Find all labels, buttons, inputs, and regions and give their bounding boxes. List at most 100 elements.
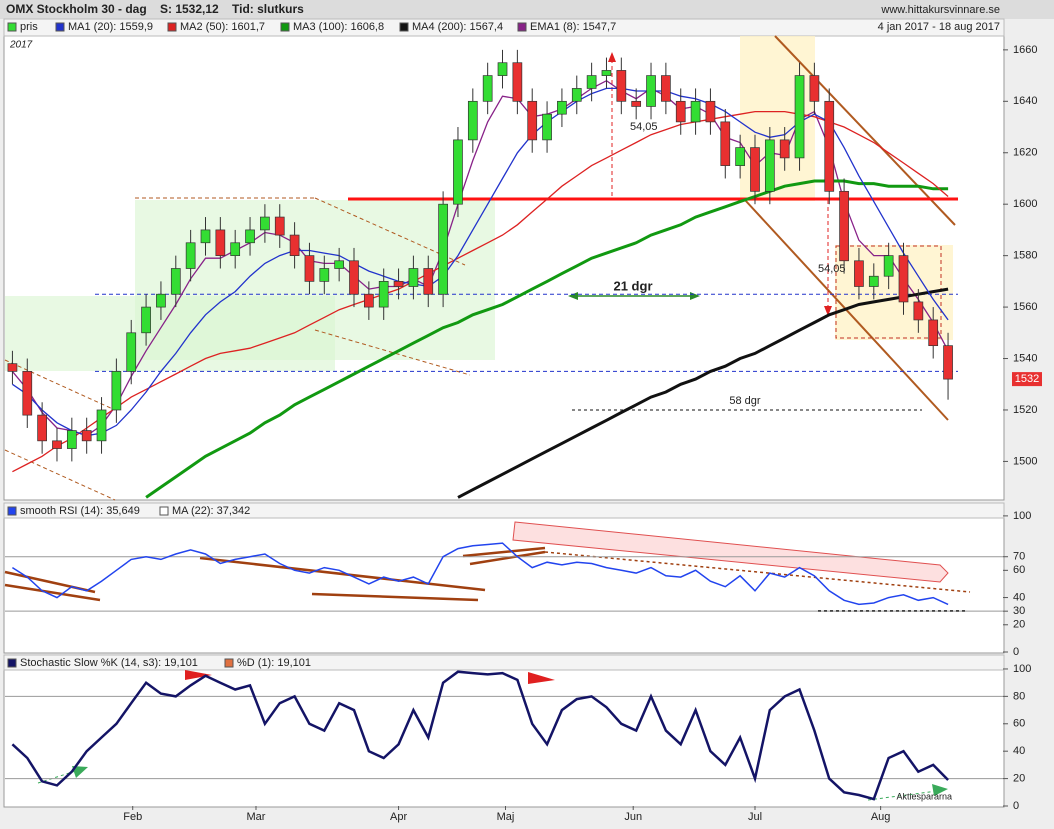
y-tick-label: 60 — [1013, 564, 1025, 576]
title: OMX Stockholm 30 - dag — [6, 2, 147, 16]
y-tick-label: 1520 — [1013, 404, 1037, 416]
candle-body — [423, 268, 434, 295]
annotation: 58 dgr — [729, 395, 761, 407]
legend-label: MA4 (200): 1567,4 — [412, 21, 503, 33]
indicator-line — [11, 670, 949, 801]
y-tick-label: 100 — [1013, 510, 1031, 522]
candle-body — [22, 371, 33, 416]
candle-body — [96, 409, 107, 442]
candle-body — [200, 229, 211, 244]
candle-body — [497, 62, 508, 76]
legend-bar — [3, 502, 1005, 519]
candle-body — [141, 306, 151, 334]
trend-line — [4, 449, 116, 501]
candle-body — [467, 100, 478, 141]
legend-swatch — [517, 22, 527, 32]
year-label: 2017 — [9, 40, 33, 51]
ma-line — [11, 79, 949, 437]
trend-line — [544, 551, 971, 593]
legend-swatch — [7, 22, 17, 32]
candle-body — [319, 268, 330, 282]
indicator-line — [11, 542, 949, 606]
candle-body — [705, 100, 716, 123]
y-tick-label: 60 — [1013, 718, 1025, 730]
y-tick-label: 40 — [1013, 745, 1025, 757]
candle-body — [913, 301, 924, 321]
candle-body — [230, 242, 241, 256]
candle-body — [364, 293, 374, 308]
candle-body — [616, 70, 627, 102]
candle-body — [215, 229, 226, 256]
x-tick-label: Mar — [247, 811, 266, 823]
candle-body — [839, 190, 849, 262]
candle-body — [66, 430, 77, 449]
candle-body — [349, 260, 359, 295]
candle-body — [928, 319, 939, 347]
candle-body — [735, 147, 745, 166]
y-tick-label: 20 — [1013, 772, 1025, 784]
arrow — [37, 767, 86, 784]
legend-swatch — [7, 506, 17, 516]
legend-label: MA2 (50): 1601,7 — [180, 21, 265, 33]
candle-body — [334, 260, 345, 269]
y-tick-label: 100 — [1013, 663, 1031, 675]
annotation: 21 dgr — [613, 278, 652, 293]
candle-body — [943, 345, 953, 380]
x-tick-label: Jul — [748, 811, 762, 823]
arrow-head — [528, 672, 555, 684]
candle-body — [482, 75, 493, 102]
date-range: 4 jan 2017 - 18 aug 2017 — [878, 21, 1000, 33]
candle-body — [779, 139, 790, 159]
legend-swatch — [7, 658, 17, 668]
candle-body — [170, 268, 181, 295]
legend-label: MA3 (100): 1606,8 — [293, 21, 384, 33]
candle-body — [868, 275, 879, 287]
candle-body — [794, 75, 805, 159]
last-price: S: 1532,12 — [160, 2, 219, 16]
legend-label: MA (22): 37,342 — [172, 505, 250, 517]
header-bar — [0, 0, 1054, 19]
price-tag — [1012, 372, 1042, 387]
arrow-head — [932, 784, 948, 796]
candle-body — [438, 203, 448, 295]
y-tick-label: 80 — [1013, 690, 1025, 702]
candle-body — [690, 100, 701, 123]
rsi-panel — [3, 502, 1005, 654]
arrow — [512, 521, 949, 583]
trend-line — [462, 546, 546, 558]
legend-swatch — [224, 658, 234, 668]
site: www.hittakursvinnare.se — [880, 4, 1000, 16]
candle-body — [111, 371, 122, 411]
x-tick-label: Maj — [497, 811, 515, 823]
legend-label: smooth RSI (14): 35,649 — [20, 505, 140, 517]
arrow-head — [72, 766, 88, 778]
annotation: 54,05 — [630, 121, 658, 133]
candle-body — [81, 430, 92, 442]
candle-body — [898, 255, 909, 303]
candle-body — [557, 100, 567, 115]
ma-line — [12, 87, 949, 437]
trend-line — [4, 359, 116, 411]
candle-body — [854, 260, 864, 287]
candle-body — [408, 268, 419, 287]
trend-line — [774, 35, 956, 226]
candle-body — [542, 113, 552, 141]
candle-body — [7, 363, 18, 372]
candle-body — [260, 216, 270, 231]
candle-body — [571, 88, 582, 102]
y-tick-label: 1600 — [1013, 198, 1037, 210]
x-tick-label: Apr — [390, 811, 407, 823]
x-tick-label: Aug — [871, 811, 891, 823]
source: Aktiespararna — [896, 791, 952, 801]
candle-body — [52, 440, 62, 449]
price-tag-label: 1532 — [1015, 373, 1039, 385]
y-tick-label: 1640 — [1013, 95, 1037, 107]
y-tick-label: 1500 — [1013, 455, 1037, 467]
candle-body — [304, 255, 315, 282]
candle-body — [631, 100, 642, 107]
candle-body — [720, 121, 731, 166]
arrow-head — [608, 52, 616, 62]
candle-body — [764, 139, 775, 192]
candle-body — [126, 332, 137, 372]
